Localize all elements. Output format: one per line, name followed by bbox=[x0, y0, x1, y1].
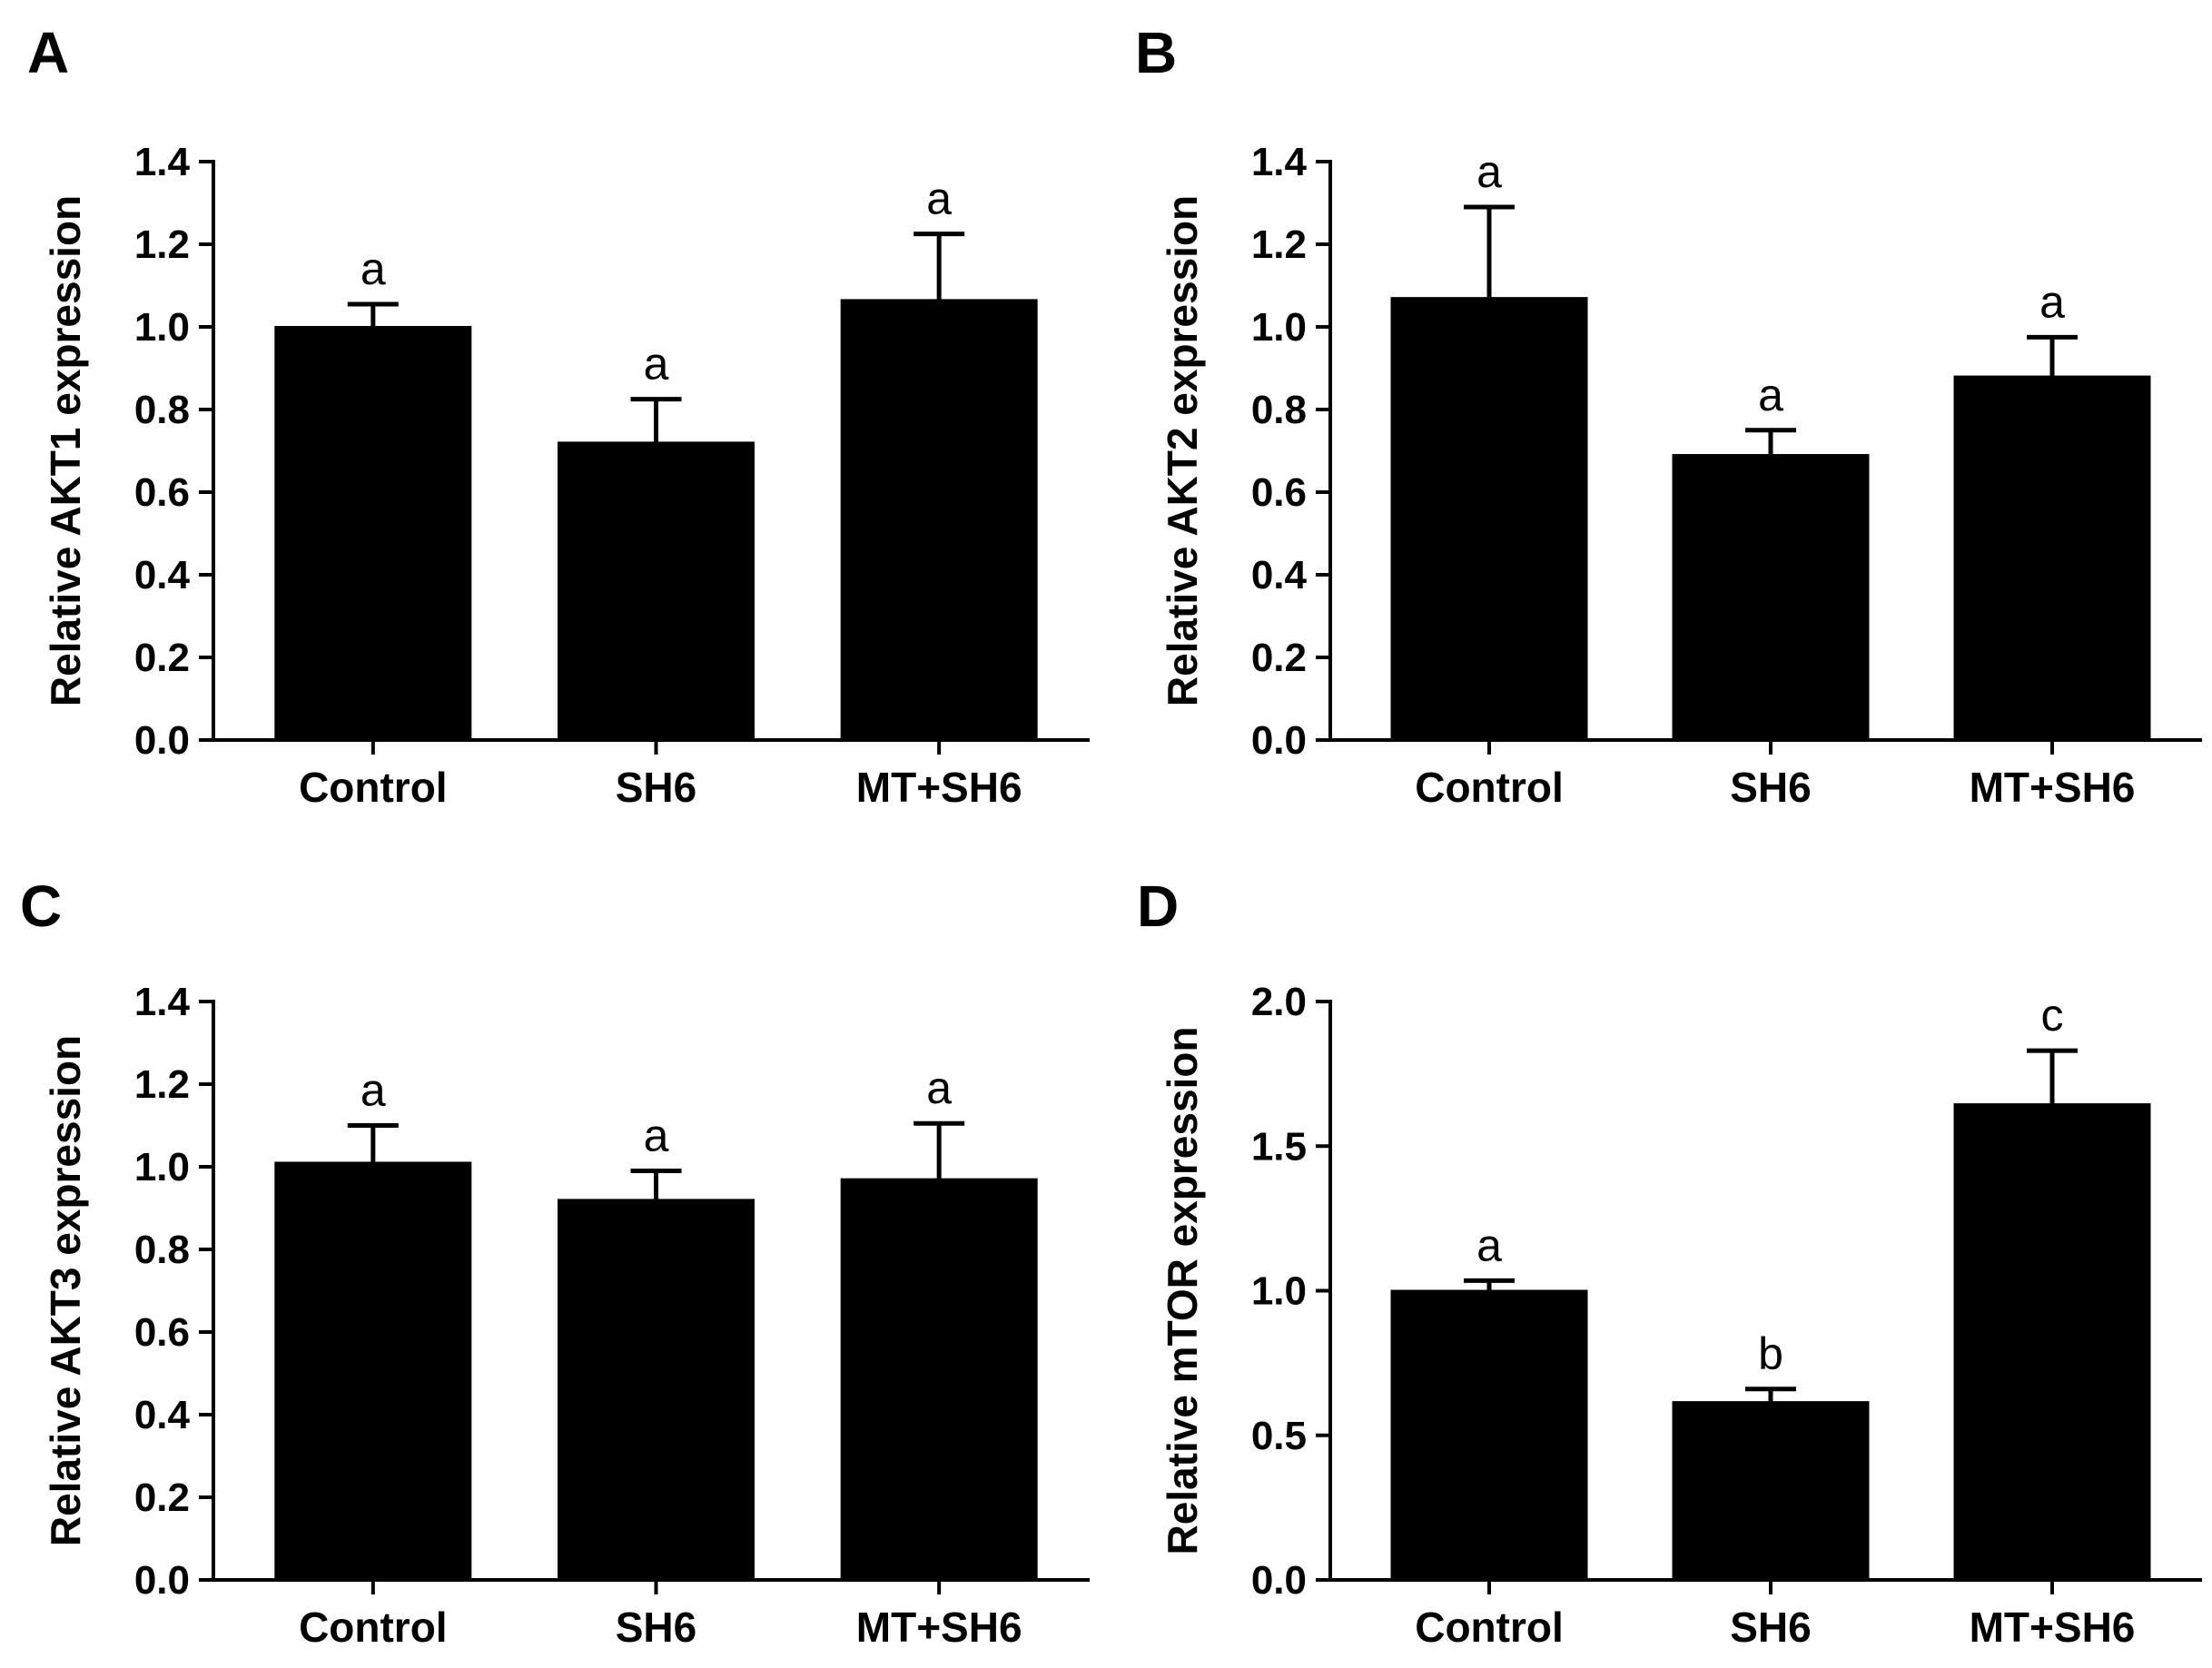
significance-label: a bbox=[644, 339, 669, 390]
significance-label: b bbox=[1758, 1328, 1783, 1379]
y-tick-label: 0.2 bbox=[1251, 636, 1307, 680]
y-axis-title: Relative AKT2 expression bbox=[1159, 195, 1206, 706]
y-tick-label: 1.0 bbox=[1251, 1269, 1307, 1314]
panel-letter: C bbox=[20, 873, 62, 939]
chart-panel-a: A Relative AKT1 expression 0.0 0.2 0.4 0.6 0.8… bbox=[27, 20, 1090, 811]
x-tick-label: MT+SH6 bbox=[1970, 764, 2136, 811]
y-tick-label: 1.0 bbox=[134, 305, 190, 350]
significance-label: a bbox=[926, 1062, 952, 1113]
panel-letter: D bbox=[1137, 873, 1179, 939]
y-tick-label: 0.0 bbox=[134, 1558, 190, 1603]
x-tick-label: Control bbox=[299, 1604, 448, 1651]
significance-label: a bbox=[644, 1110, 669, 1161]
y-tick-label: 0.8 bbox=[134, 388, 190, 432]
y-tick-label: 1.5 bbox=[1251, 1124, 1307, 1169]
y-tick-label: 0.8 bbox=[134, 1228, 190, 1272]
y-tick-label: 1.2 bbox=[1251, 222, 1307, 267]
x-tick-label: SH6 bbox=[616, 764, 696, 811]
bar-mt-sh6 bbox=[1953, 375, 2151, 741]
bar-control bbox=[274, 1161, 472, 1581]
x-tick-label: MT+SH6 bbox=[1970, 1604, 2136, 1651]
bar-mt-sh6 bbox=[1953, 1103, 2151, 1581]
x-tick-label: SH6 bbox=[616, 1604, 696, 1651]
bar-control bbox=[1390, 1289, 1588, 1581]
y-tick-label: 0.4 bbox=[1251, 553, 1308, 597]
significance-label: a bbox=[1476, 146, 1502, 197]
bar-mt-sh6 bbox=[840, 1178, 1038, 1582]
bar-sh6 bbox=[558, 1199, 755, 1582]
y-tick-label: 1.2 bbox=[134, 222, 190, 267]
y-tick-label: 0.0 bbox=[1251, 1558, 1307, 1603]
y-axis-title: Relative AKT1 expression bbox=[42, 195, 89, 706]
y-tick-label: 0.5 bbox=[1251, 1414, 1307, 1458]
y-tick-label: 0.6 bbox=[134, 1310, 190, 1355]
y-tick-label: 0.2 bbox=[134, 1476, 190, 1520]
bar-mt-sh6 bbox=[840, 299, 1038, 741]
x-tick-label: Control bbox=[1415, 764, 1564, 811]
y-tick-label: 0.6 bbox=[1251, 470, 1307, 515]
y-tick-label: 1.4 bbox=[134, 140, 191, 184]
chart-panel-c: C Relative AKT3 expression 0.0 0.2 0.4 0.6 0.8… bbox=[20, 873, 1090, 1651]
y-axis-title: Relative mTOR expression bbox=[1159, 1026, 1206, 1554]
panel-letter: A bbox=[27, 20, 69, 85]
y-tick-label: 0.4 bbox=[134, 553, 191, 597]
x-tick-label: MT+SH6 bbox=[856, 764, 1022, 811]
y-tick-label: 0.2 bbox=[134, 636, 190, 680]
significance-label: a bbox=[2039, 276, 2065, 327]
y-tick-label: 1.4 bbox=[1251, 140, 1308, 184]
y-tick-label: 0.8 bbox=[1251, 388, 1307, 432]
chart-panel-b: B Relative AKT2 expression 0.0 0.2 0.4 0.6 0.8… bbox=[1135, 20, 2202, 811]
significance-label: a bbox=[360, 243, 386, 294]
bar-sh6 bbox=[558, 441, 755, 741]
y-tick-label: 0.4 bbox=[134, 1393, 191, 1437]
x-tick-label: MT+SH6 bbox=[856, 1604, 1022, 1651]
x-tick-label: SH6 bbox=[1730, 1604, 1811, 1651]
y-tick-label: 1.0 bbox=[134, 1145, 190, 1189]
x-tick-label: Control bbox=[299, 764, 448, 811]
y-tick-label: 1.0 bbox=[1251, 305, 1307, 350]
significance-label: c bbox=[2041, 990, 2064, 1041]
y-tick-label: 0.0 bbox=[134, 718, 190, 763]
y-tick-label: 1.4 bbox=[134, 980, 191, 1024]
panel-letter: B bbox=[1135, 20, 1177, 85]
y-tick-label: 0.0 bbox=[1251, 718, 1307, 763]
bar-sh6 bbox=[1672, 1401, 1870, 1582]
y-tick-label: 1.2 bbox=[134, 1062, 190, 1107]
significance-label: a bbox=[360, 1065, 386, 1116]
bar-control bbox=[1390, 297, 1588, 741]
bar-control bbox=[274, 326, 472, 741]
x-tick-label: Control bbox=[1415, 1604, 1564, 1651]
y-tick-label: 0.6 bbox=[134, 470, 190, 515]
bar-sh6 bbox=[1672, 454, 1870, 741]
y-axis-title: Relative AKT3 expression bbox=[42, 1035, 89, 1546]
significance-label: a bbox=[1476, 1219, 1502, 1270]
significance-label: a bbox=[926, 173, 952, 224]
x-tick-label: SH6 bbox=[1730, 764, 1811, 811]
chart-panel-d: D Relative mTOR expression 0.0 0.5 1.0 1.5 2.0… bbox=[1137, 873, 2202, 1651]
significance-label: a bbox=[1758, 370, 1783, 420]
y-tick-label: 2.0 bbox=[1251, 980, 1307, 1024]
